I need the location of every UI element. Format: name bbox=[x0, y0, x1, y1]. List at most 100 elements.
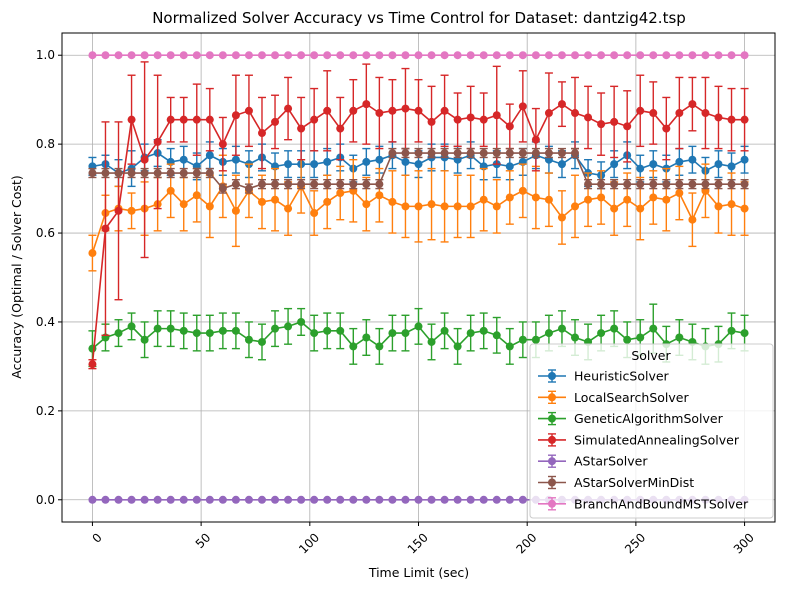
data-point bbox=[649, 109, 658, 118]
data-point bbox=[349, 180, 358, 189]
data-point bbox=[701, 109, 710, 118]
data-point bbox=[492, 111, 501, 120]
data-point bbox=[727, 326, 736, 335]
data-point bbox=[531, 135, 540, 144]
data-point bbox=[179, 200, 188, 209]
data-point bbox=[166, 186, 175, 195]
data-point bbox=[336, 124, 345, 133]
legend-item: LocalSearchSolver bbox=[538, 390, 689, 405]
data-point bbox=[518, 335, 527, 344]
data-point bbox=[231, 495, 240, 504]
data-point bbox=[310, 51, 319, 60]
data-point bbox=[323, 326, 332, 335]
data-point bbox=[114, 495, 123, 504]
data-point bbox=[414, 202, 423, 211]
data-point bbox=[127, 169, 136, 178]
data-point bbox=[362, 100, 371, 109]
data-point bbox=[297, 51, 306, 60]
data-point bbox=[231, 155, 240, 164]
data-point bbox=[114, 206, 123, 215]
data-point bbox=[114, 169, 123, 178]
legend-label: AStarSolverMinDist bbox=[574, 475, 694, 490]
data-point bbox=[349, 106, 358, 115]
data-point bbox=[649, 180, 658, 189]
x-axis-label: Time Limit (sec) bbox=[368, 565, 469, 580]
data-point bbox=[557, 213, 566, 222]
data-point bbox=[336, 189, 345, 198]
data-point bbox=[375, 191, 384, 200]
data-point bbox=[531, 51, 540, 60]
data-point bbox=[140, 155, 149, 164]
data-point bbox=[492, 51, 501, 60]
data-point bbox=[714, 202, 723, 211]
data-point bbox=[636, 333, 645, 342]
data-point bbox=[179, 155, 188, 164]
series-GeneticAlgorithmSolver bbox=[88, 303, 749, 368]
data-point bbox=[257, 197, 266, 206]
data-point bbox=[179, 169, 188, 178]
data-point bbox=[636, 106, 645, 115]
data-point bbox=[440, 495, 449, 504]
data-point bbox=[544, 109, 553, 118]
data-point bbox=[362, 495, 371, 504]
data-point bbox=[388, 495, 397, 504]
y-tick-label: 0.0 bbox=[36, 493, 55, 507]
data-point bbox=[401, 104, 410, 113]
data-point bbox=[205, 151, 214, 160]
data-point bbox=[166, 495, 175, 504]
data-point bbox=[740, 329, 749, 338]
data-point bbox=[571, 51, 580, 60]
data-point bbox=[231, 326, 240, 335]
data-point bbox=[688, 51, 697, 60]
data-point bbox=[244, 335, 253, 344]
data-point bbox=[140, 335, 149, 344]
legend-label: LocalSearchSolver bbox=[574, 390, 689, 405]
data-point bbox=[310, 209, 319, 218]
data-point bbox=[479, 495, 488, 504]
data-point bbox=[349, 51, 358, 60]
data-point bbox=[492, 495, 501, 504]
data-point bbox=[192, 115, 201, 124]
data-point bbox=[388, 106, 397, 115]
data-point bbox=[427, 51, 436, 60]
data-point bbox=[557, 51, 566, 60]
data-point bbox=[323, 51, 332, 60]
data-point bbox=[349, 495, 358, 504]
legend-marker bbox=[548, 372, 556, 380]
data-point bbox=[323, 180, 332, 189]
data-point bbox=[166, 51, 175, 60]
data-point bbox=[153, 324, 162, 333]
data-point bbox=[427, 117, 436, 126]
data-point bbox=[740, 155, 749, 164]
legend-item: HeuristicSolver bbox=[538, 369, 670, 384]
data-point bbox=[271, 180, 280, 189]
data-point bbox=[218, 184, 227, 193]
data-point bbox=[453, 495, 462, 504]
data-point bbox=[675, 157, 684, 166]
legend-marker bbox=[548, 499, 556, 508]
legend: Solver HeuristicSolver LocalSearchSolver G… bbox=[529, 343, 774, 519]
data-point bbox=[179, 51, 188, 60]
data-point bbox=[284, 160, 293, 169]
data-point bbox=[610, 117, 619, 126]
legend-item: GeneticAlgorithmSolver bbox=[538, 411, 724, 426]
data-point bbox=[440, 51, 449, 60]
legend-marker bbox=[548, 393, 556, 402]
data-point bbox=[453, 115, 462, 124]
data-point bbox=[636, 51, 645, 60]
data-point bbox=[205, 329, 214, 338]
data-point bbox=[414, 106, 423, 115]
data-point bbox=[271, 51, 280, 60]
data-point bbox=[362, 180, 371, 189]
data-point bbox=[701, 51, 710, 60]
data-point bbox=[623, 122, 632, 131]
data-point bbox=[101, 51, 110, 60]
data-point bbox=[257, 337, 266, 346]
data-point bbox=[610, 180, 619, 189]
data-point bbox=[179, 495, 188, 504]
data-point bbox=[153, 137, 162, 146]
data-point bbox=[336, 180, 345, 189]
data-point bbox=[505, 122, 514, 131]
data-point bbox=[649, 324, 658, 333]
data-point bbox=[466, 329, 475, 338]
